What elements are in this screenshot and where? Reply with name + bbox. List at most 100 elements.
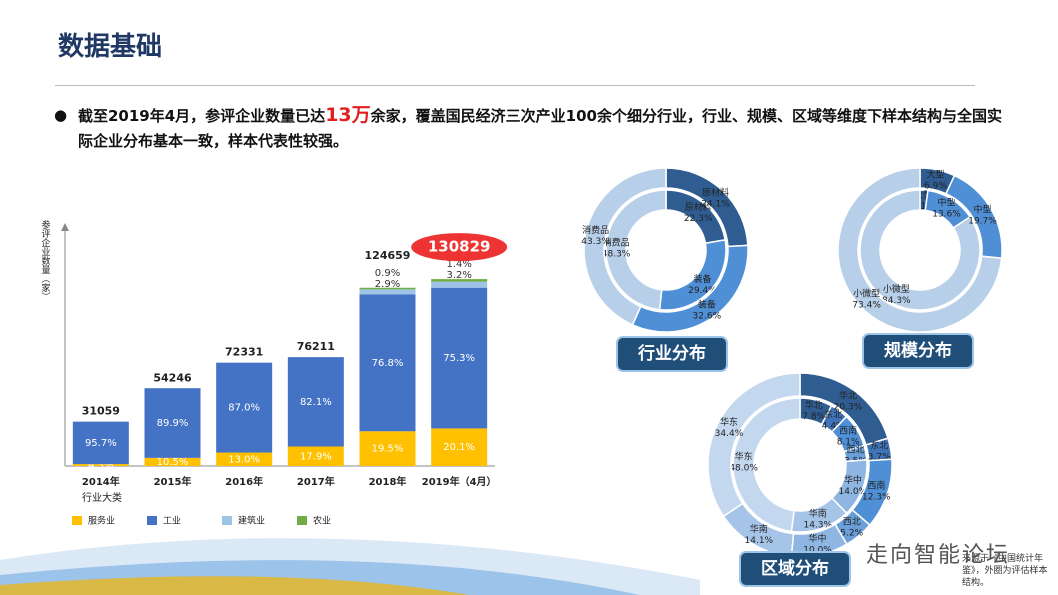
donut-slice <box>707 372 801 518</box>
slice-label: 小微型 84.3% <box>882 283 911 306</box>
bar-segment <box>359 294 416 432</box>
slice-category: 东北 <box>870 439 888 451</box>
slice-category: 消费品 <box>603 236 630 248</box>
x-tick-label: 2017年 <box>297 475 335 488</box>
slice-value: 20.3% <box>834 402 863 412</box>
slice-label: 大型 6.9% <box>924 168 947 191</box>
slice-category: 华东 <box>720 416 738 428</box>
value-label: 75.3% <box>443 353 475 364</box>
slice-category: 东北 <box>824 408 842 420</box>
x-axis-label: 行业大类 <box>82 491 122 504</box>
legend-label: 工业 <box>163 516 181 527</box>
total-label: 124659 <box>365 249 411 262</box>
bar-segment <box>431 279 488 282</box>
bar-segment <box>144 388 201 458</box>
slice-value: 19.7% <box>968 216 997 226</box>
slice-category: 华南 <box>750 523 768 535</box>
decor-swoosh <box>0 576 470 595</box>
slice-value: 3.7% <box>868 452 891 462</box>
slice-label: 东北 4.4% <box>822 408 845 431</box>
value-label: 1.4% <box>446 259 471 270</box>
slice-label: 原材料 24.1% <box>701 186 730 209</box>
slice-label: 小微型 73.4% <box>852 287 881 310</box>
bullet-text: 余家，覆盖国民经济三次产业100余个细分行业，行业、规模、区域等维度下样本结构与… <box>78 107 1002 150</box>
total-label: 31059 <box>82 405 120 418</box>
slice-value: 8.1% <box>837 437 860 447</box>
bar-segment <box>287 446 344 466</box>
bar-segment <box>144 457 201 466</box>
slice-value: 14.3% <box>803 520 832 530</box>
legend-swatch <box>147 516 157 525</box>
footnote: 来源于《中国统计年鉴》，外圈为评估样本结构。 <box>962 554 1048 588</box>
slice-label: 华南 14.1% <box>745 523 774 546</box>
x-tick-label: 2018年 <box>369 475 407 488</box>
legend-swatch <box>222 516 232 525</box>
slice-label: 华东 34.4% <box>715 416 744 439</box>
value-label: 76.8% <box>372 358 404 369</box>
slice-category: 小微型 <box>883 283 910 295</box>
slice-category: 中型 <box>974 203 992 215</box>
title-box <box>616 336 728 372</box>
total-label: 130829 <box>428 238 491 256</box>
x-tick-label: 2019年（4月） <box>422 475 497 488</box>
slice-category: 原材料 <box>685 200 712 212</box>
legend-label: 建筑业 <box>238 515 265 527</box>
slice-value: 84.3% <box>882 296 911 306</box>
y-axis-arrow <box>61 223 69 231</box>
slice-label: 原材料 22.3% <box>684 200 713 223</box>
slice-category: 西南 <box>839 424 857 436</box>
bar-segment <box>431 428 488 466</box>
title-box <box>862 333 974 369</box>
slice-label: 消费品 43.3% <box>581 223 610 246</box>
slice-label: 华中 10.0% <box>803 532 832 555</box>
value-label: 20.1% <box>443 442 475 453</box>
title-box <box>739 551 851 587</box>
legend-swatch <box>297 516 307 525</box>
slice-label: 西南 8.1% <box>837 424 860 447</box>
slice-category: 华北 <box>839 389 857 401</box>
value-label: 19.5% <box>372 444 404 455</box>
value-label: 87.0% <box>228 403 260 414</box>
slice-value: 14.0% <box>839 487 868 497</box>
legend-label: 农业 <box>313 515 331 527</box>
slice-label: 华北 7.8% <box>802 399 825 422</box>
slice-value: 14.1% <box>745 536 774 546</box>
slice-category: 装备 <box>698 298 716 310</box>
legend-label: 服务业 <box>88 515 115 527</box>
bar-segment <box>359 289 416 295</box>
slice-label: 西南 12.3% <box>862 479 891 502</box>
x-tick-label: 2015年 <box>154 475 192 488</box>
slice-label: 华东 48.0% <box>729 450 758 473</box>
value-label: 13.0% <box>228 454 260 465</box>
bar-segment <box>216 452 273 466</box>
value-label: 10.5% <box>157 457 189 468</box>
value-label: 82.1% <box>300 397 332 408</box>
slice-label: 中型 13.6% <box>932 196 961 219</box>
slice-value: 7.8% <box>802 412 825 422</box>
value-label: 4.3% <box>88 460 113 471</box>
slice-label: 东北 3.7% <box>868 439 891 462</box>
bar-segment <box>359 287 416 290</box>
slice-label: 华南 14.3% <box>803 507 832 530</box>
slice-value: 48.0% <box>729 463 758 473</box>
watermark: 走向智能论坛 <box>866 543 1011 568</box>
slice-value: 4.4% <box>822 421 845 431</box>
slice-category: 西北 <box>843 516 861 527</box>
donut-title: 规模分布 <box>884 340 952 361</box>
value-label: 2.9% <box>375 279 400 290</box>
bar-segment <box>72 421 129 465</box>
x-tick-label: 2016年 <box>225 475 263 488</box>
slice-category: 华东 <box>735 450 753 462</box>
donut-slice <box>837 167 1003 333</box>
bar-segment <box>359 431 416 466</box>
legend-swatch <box>72 516 82 525</box>
slice-value: 2.1% <box>912 202 935 212</box>
slice-label: 华中 14.0% <box>839 474 868 497</box>
slice-category: 装备 <box>693 273 711 285</box>
slice-label: 装备 29.4% <box>688 273 717 296</box>
x-tick-label: 2014年 <box>82 475 120 488</box>
slice-category: 原材料 <box>702 186 729 198</box>
slice-value: 5.2% <box>840 528 863 538</box>
slice-value: 22.3% <box>684 213 713 223</box>
